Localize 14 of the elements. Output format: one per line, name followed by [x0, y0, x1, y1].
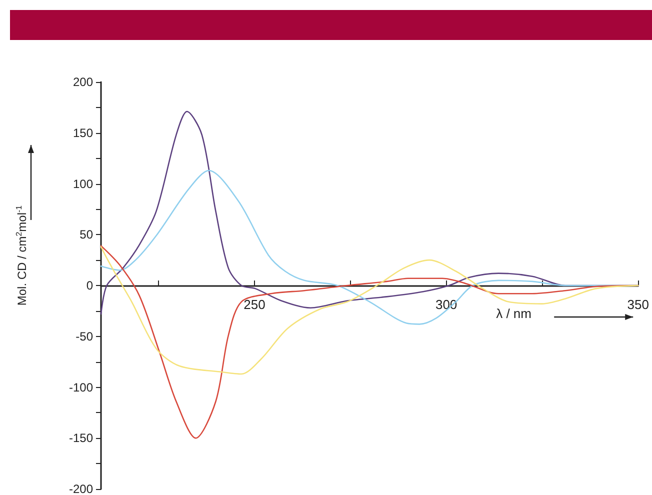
x-tick-label: 250: [244, 297, 266, 312]
y-tick-label: -50: [76, 329, 94, 344]
x-tick-label: 300: [435, 297, 458, 312]
y-tick-label: 150: [72, 126, 94, 140]
y-tick-label: -200: [68, 482, 94, 495]
x-axis-title: λ / nm: [496, 306, 532, 321]
y-tick-label: 50: [80, 228, 94, 242]
y-tick-label: 200: [72, 75, 94, 89]
y-tick-label: 0: [86, 278, 94, 292]
y-tick-label: -100: [68, 380, 94, 394]
y-axis-title: Mol. CD / cm2mol-1: [14, 204, 29, 306]
x-tick-label: 350: [627, 297, 650, 312]
y-tick-label: -150: [68, 431, 94, 446]
y-tick-label: 100: [72, 176, 94, 191]
